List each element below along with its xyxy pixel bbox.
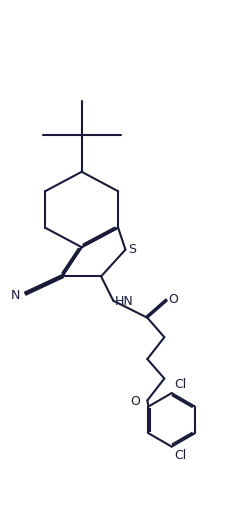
Text: O: O: [169, 293, 179, 306]
Text: Cl: Cl: [174, 449, 186, 462]
Text: HN: HN: [114, 296, 133, 308]
Text: N: N: [10, 289, 20, 302]
Text: Cl: Cl: [174, 378, 186, 391]
Text: S: S: [128, 243, 136, 256]
Text: O: O: [131, 395, 140, 408]
